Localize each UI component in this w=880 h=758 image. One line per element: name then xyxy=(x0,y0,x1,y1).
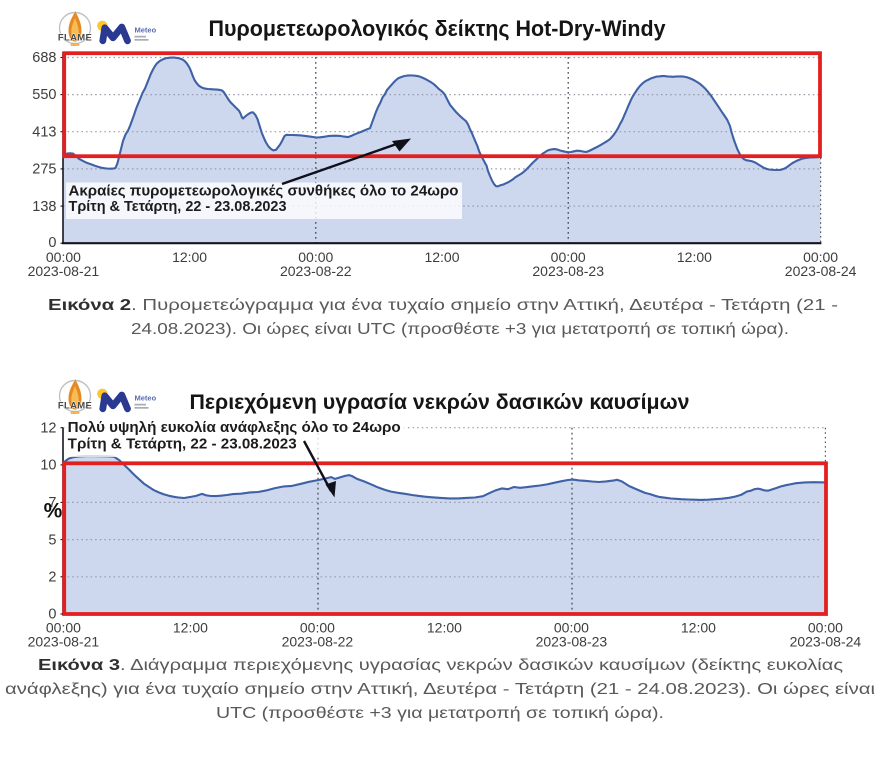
svg-text:00:00: 00:00 xyxy=(554,620,589,636)
svg-text:Ακραίες πυρομετεωρολογικές συν: Ακραίες πυρομετεωρολογικές συνθήκες όλο … xyxy=(69,182,459,199)
svg-text:00:00: 00:00 xyxy=(551,249,586,265)
svg-text:FLAME: FLAME xyxy=(58,33,92,44)
svg-text:00:00: 00:00 xyxy=(298,249,333,265)
svg-text:Εικόνα 2. Πυρομετεώγραμμα για: Εικόνα 2. Πυρομετεώγραμμα για ένα τυχαίο… xyxy=(48,297,838,314)
svg-text:Τρίτη & Τετάρτη, 22 - 23.08.20: Τρίτη & Τετάρτη, 22 - 23.08.2023 xyxy=(68,437,297,453)
svg-text:688: 688 xyxy=(32,50,56,66)
svg-text:2023-08-23: 2023-08-23 xyxy=(536,634,608,650)
svg-text:2023-08-22: 2023-08-22 xyxy=(282,634,354,650)
svg-text:2023-08-22: 2023-08-22 xyxy=(280,263,352,279)
svg-text:2023-08-21: 2023-08-21 xyxy=(28,634,100,650)
svg-text:Εικόνα 3. Διάγραμμα περιεχόμεν: Εικόνα 3. Διάγραμμα περιεχόμενης υγρασία… xyxy=(38,657,843,674)
svg-text:UTC (προσθέστε +3 για μετατροπ: UTC (προσθέστε +3 για μετατροπή σε τοπικ… xyxy=(216,705,664,722)
svg-text:00:00: 00:00 xyxy=(46,620,81,636)
svg-text:00:00: 00:00 xyxy=(300,620,335,636)
svg-text:00:00: 00:00 xyxy=(808,620,843,636)
svg-text:2023-08-21: 2023-08-21 xyxy=(28,263,100,279)
svg-text:550: 550 xyxy=(32,87,56,103)
svg-text:Πολύ υψηλή ευκολία ανάφλεξης ό: Πολύ υψηλή ευκολία ανάφλεξης όλο το 24ωρ… xyxy=(68,420,401,436)
svg-text:2023-08-23: 2023-08-23 xyxy=(532,263,604,279)
svg-text:Meteo: Meteo xyxy=(135,394,157,403)
svg-text:12:00: 12:00 xyxy=(172,249,207,265)
svg-text:12:00: 12:00 xyxy=(681,620,716,636)
svg-text:275: 275 xyxy=(32,162,56,178)
svg-text:Τρίτη & Τετάρτη, 22 - 23.08.20: Τρίτη & Τετάρτη, 22 - 23.08.2023 xyxy=(69,198,287,215)
svg-text:2023-08-24: 2023-08-24 xyxy=(790,634,862,650)
svg-text:10: 10 xyxy=(40,458,56,474)
svg-text:413: 413 xyxy=(32,124,56,140)
svg-text:2: 2 xyxy=(48,570,56,586)
svg-text:5: 5 xyxy=(48,532,56,548)
svg-text:ανάφλεξης) για ένα τυχαίο σημε: ανάφλεξης) για ένα τυχαίο σημείο στην Ατ… xyxy=(5,681,876,698)
svg-text:2023-08-24: 2023-08-24 xyxy=(785,263,857,279)
svg-text:Meteo: Meteo xyxy=(135,26,157,35)
svg-text:00:00: 00:00 xyxy=(803,249,838,265)
svg-text:138: 138 xyxy=(32,199,56,215)
svg-text:12:00: 12:00 xyxy=(677,249,712,265)
svg-text:7: 7 xyxy=(48,495,56,511)
svg-text:12: 12 xyxy=(40,421,56,437)
svg-text:Πυρομετεωρολογικός δείκτης Hot: Πυρομετεωρολογικός δείκτης Hot-Dry-Windy xyxy=(209,16,667,41)
svg-text:12:00: 12:00 xyxy=(424,249,459,265)
svg-text:%: % xyxy=(44,500,63,523)
svg-text:Περιεχόμενη υγρασία νεκρών δασ: Περιεχόμενη υγρασία νεκρών δασικών καυσί… xyxy=(190,390,690,414)
svg-text:12:00: 12:00 xyxy=(173,620,208,636)
svg-text:24.08.2023). Οι ώρες είναι UTC: 24.08.2023). Οι ώρες είναι UTC (προσθέστ… xyxy=(131,321,789,338)
svg-text:0: 0 xyxy=(48,235,56,251)
svg-text:00:00: 00:00 xyxy=(46,249,81,265)
svg-text:FLAME: FLAME xyxy=(58,401,92,412)
svg-text:12:00: 12:00 xyxy=(427,620,462,636)
svg-text:0: 0 xyxy=(48,607,56,623)
